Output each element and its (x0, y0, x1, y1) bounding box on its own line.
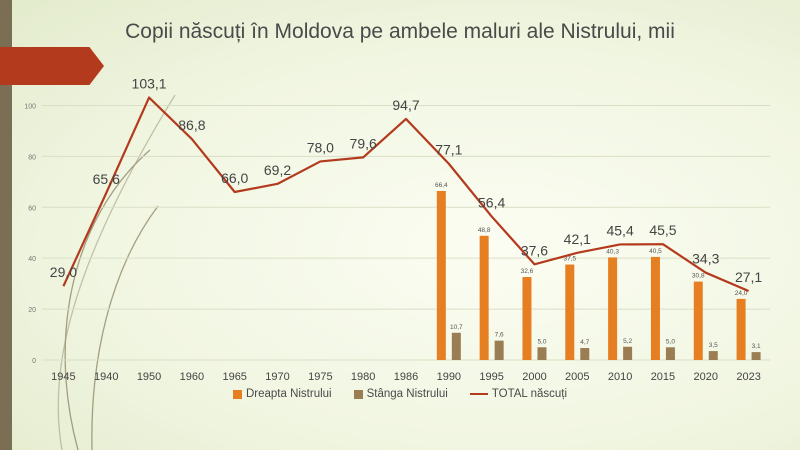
total-data-label: 37,6 (521, 242, 548, 258)
decorative-swooshes (57, 94, 176, 450)
bar-data-label: 48,8 (478, 227, 491, 234)
bar-data-label: 7,6 (495, 332, 504, 339)
bar-data-label: 10,7 (450, 324, 463, 331)
total-data-label: 78,0 (307, 139, 334, 155)
x-tick-label: 1950 (137, 371, 161, 383)
bar-stanga (665, 347, 675, 360)
x-tick-label: 2023 (736, 371, 760, 383)
x-tick-label: 1940 (94, 371, 118, 383)
bar-data-label: 40,5 (649, 248, 662, 255)
bar-stanga (623, 346, 633, 360)
bar-stanga (708, 351, 718, 360)
x-tick-label: 1970 (265, 371, 289, 383)
y-tick-label: 0 (32, 358, 36, 365)
x-tick-label: 1965 (222, 371, 246, 383)
chart-title: Copii născuți în Moldova pe ambele malur… (125, 20, 675, 43)
x-tick-label: 1990 (437, 371, 461, 383)
total-data-label: 56,4 (478, 194, 505, 210)
x-tick-label: 1980 (351, 371, 375, 383)
legend-swatch-dreapta (232, 389, 242, 399)
x-tick-label: 1960 (180, 371, 204, 383)
y-tick-label: 60 (28, 205, 36, 212)
decorative-left-strip (0, 0, 12, 450)
bar-data-label: 5,0 (537, 338, 546, 345)
bar-data-label: 5,0 (666, 338, 675, 345)
bar-stanga (537, 347, 547, 360)
y-tick-label: 80 (28, 154, 36, 161)
total-data-label: 42,1 (564, 231, 591, 247)
title-accent-arrow (0, 47, 104, 85)
y-tick-label: 40 (28, 256, 36, 263)
total-data-label: 27,1 (735, 269, 762, 285)
bar-dreapta (522, 277, 532, 360)
x-tick-label: 2010 (608, 371, 632, 383)
x-tick-label: 2020 (694, 371, 718, 383)
total-data-label: 45,4 (606, 222, 633, 238)
total-data-label: 103,1 (132, 76, 167, 92)
bar-data-label: 37,5 (563, 256, 576, 263)
legend-item-dreapta: Dreapta Nistrului (232, 388, 332, 400)
x-tick-label: 1975 (308, 371, 332, 383)
total-data-label: 29,0 (50, 264, 77, 280)
total-data-label: 65,6 (93, 171, 120, 187)
legend-label-dreapta: Dreapta Nistrului (245, 388, 332, 400)
bar-dreapta (565, 264, 575, 360)
legend-swatch-total (469, 393, 488, 395)
bar-dreapta (608, 257, 618, 360)
bar-data-label: 32,6 (521, 268, 534, 275)
bar-data-label: 3,1 (752, 343, 761, 350)
legend-label-total: TOTAL născuți (491, 388, 568, 400)
bar-data-label: 30,8 (692, 273, 705, 280)
legend-swatch-stanga (353, 389, 363, 399)
legend-label-stanga: Stânga Nistrului (366, 388, 448, 400)
bar-data-label: 5,2 (623, 338, 632, 345)
bar-data-label: 66,4 (435, 182, 448, 189)
bar-dreapta (736, 298, 746, 360)
legend-item-total: TOTAL născuți (469, 388, 568, 400)
total-data-label: 94,7 (392, 97, 419, 113)
x-tick-label: 1995 (479, 371, 503, 383)
chart-legend: Dreapta Nistrului Stânga Nistrului TOTAL… (0, 388, 800, 400)
x-tick-label: 1986 (394, 371, 418, 383)
total-data-label: 34,3 (692, 251, 719, 267)
bar-data-label: 3,5 (709, 342, 718, 349)
bar-dreapta (479, 235, 489, 360)
total-data-label: 79,6 (350, 135, 377, 151)
legend-item-stanga: Stânga Nistrului (353, 388, 448, 400)
bar-stanga (751, 352, 761, 360)
x-tick-label: 2000 (522, 371, 546, 383)
total-data-label: 77,1 (435, 142, 462, 158)
x-tick-label: 2005 (565, 371, 589, 383)
total-data-label: 69,2 (264, 162, 291, 178)
y-tick-label: 20 (28, 307, 36, 314)
total-data-label: 66,0 (221, 170, 248, 186)
bar-data-label: 4,7 (580, 339, 589, 346)
total-series-line (62, 96, 750, 293)
x-tick-label: 2015 (651, 371, 675, 383)
x-tick-label: 1945 (51, 371, 75, 383)
y-tick-label: 100 (24, 103, 36, 110)
bar-stanga (580, 348, 590, 360)
bar-data-label: 24,0 (735, 290, 748, 297)
bar-dreapta (650, 256, 660, 360)
total-data-label: 45,5 (649, 222, 676, 238)
bar-stanga (451, 332, 461, 360)
bar-stanga (494, 340, 504, 360)
total-data-label: 86,8 (178, 117, 205, 133)
bar-data-label: 40,3 (606, 248, 619, 255)
bar-dreapta (436, 190, 446, 360)
bar-dreapta (693, 281, 703, 360)
